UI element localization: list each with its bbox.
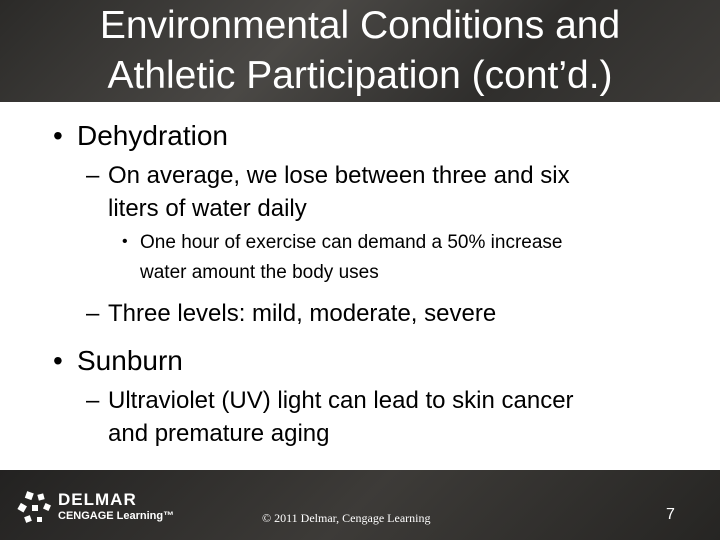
bullet-line: and premature aging bbox=[108, 420, 330, 447]
copyright: © 2011 Delmar, Cengage Learning bbox=[262, 511, 431, 525]
bullet-line: Dehydration bbox=[53, 120, 228, 152]
logo-icon bbox=[17, 491, 51, 523]
bullet-line: water amount the body uses bbox=[140, 262, 379, 283]
bullet-line: Sunburn bbox=[53, 345, 183, 377]
bullet-line: Three levels: mild, moderate, severe bbox=[86, 300, 496, 328]
bullet-line: Ultraviolet (UV) light can lead to skin … bbox=[86, 387, 574, 415]
title-line: Athletic Participation (cont’d.) bbox=[107, 54, 613, 97]
page-number: 7 bbox=[666, 506, 675, 523]
bullet-line: liters of water daily bbox=[108, 195, 307, 222]
bullet-line: One hour of exercise can demand a 50% in… bbox=[122, 232, 563, 254]
footer: DELMAR CENGAGE Learning™ © 2011 Delmar, … bbox=[0, 470, 720, 540]
title-line: Environmental Conditions and bbox=[99, 4, 621, 47]
logo-text: CENGAGE Learning™ bbox=[58, 510, 175, 522]
header: Environmental Conditions and Athletic Pa… bbox=[0, 0, 720, 102]
logo-text: DELMAR bbox=[58, 490, 137, 509]
bullet-line: On average, we lose between three and si… bbox=[86, 162, 570, 190]
